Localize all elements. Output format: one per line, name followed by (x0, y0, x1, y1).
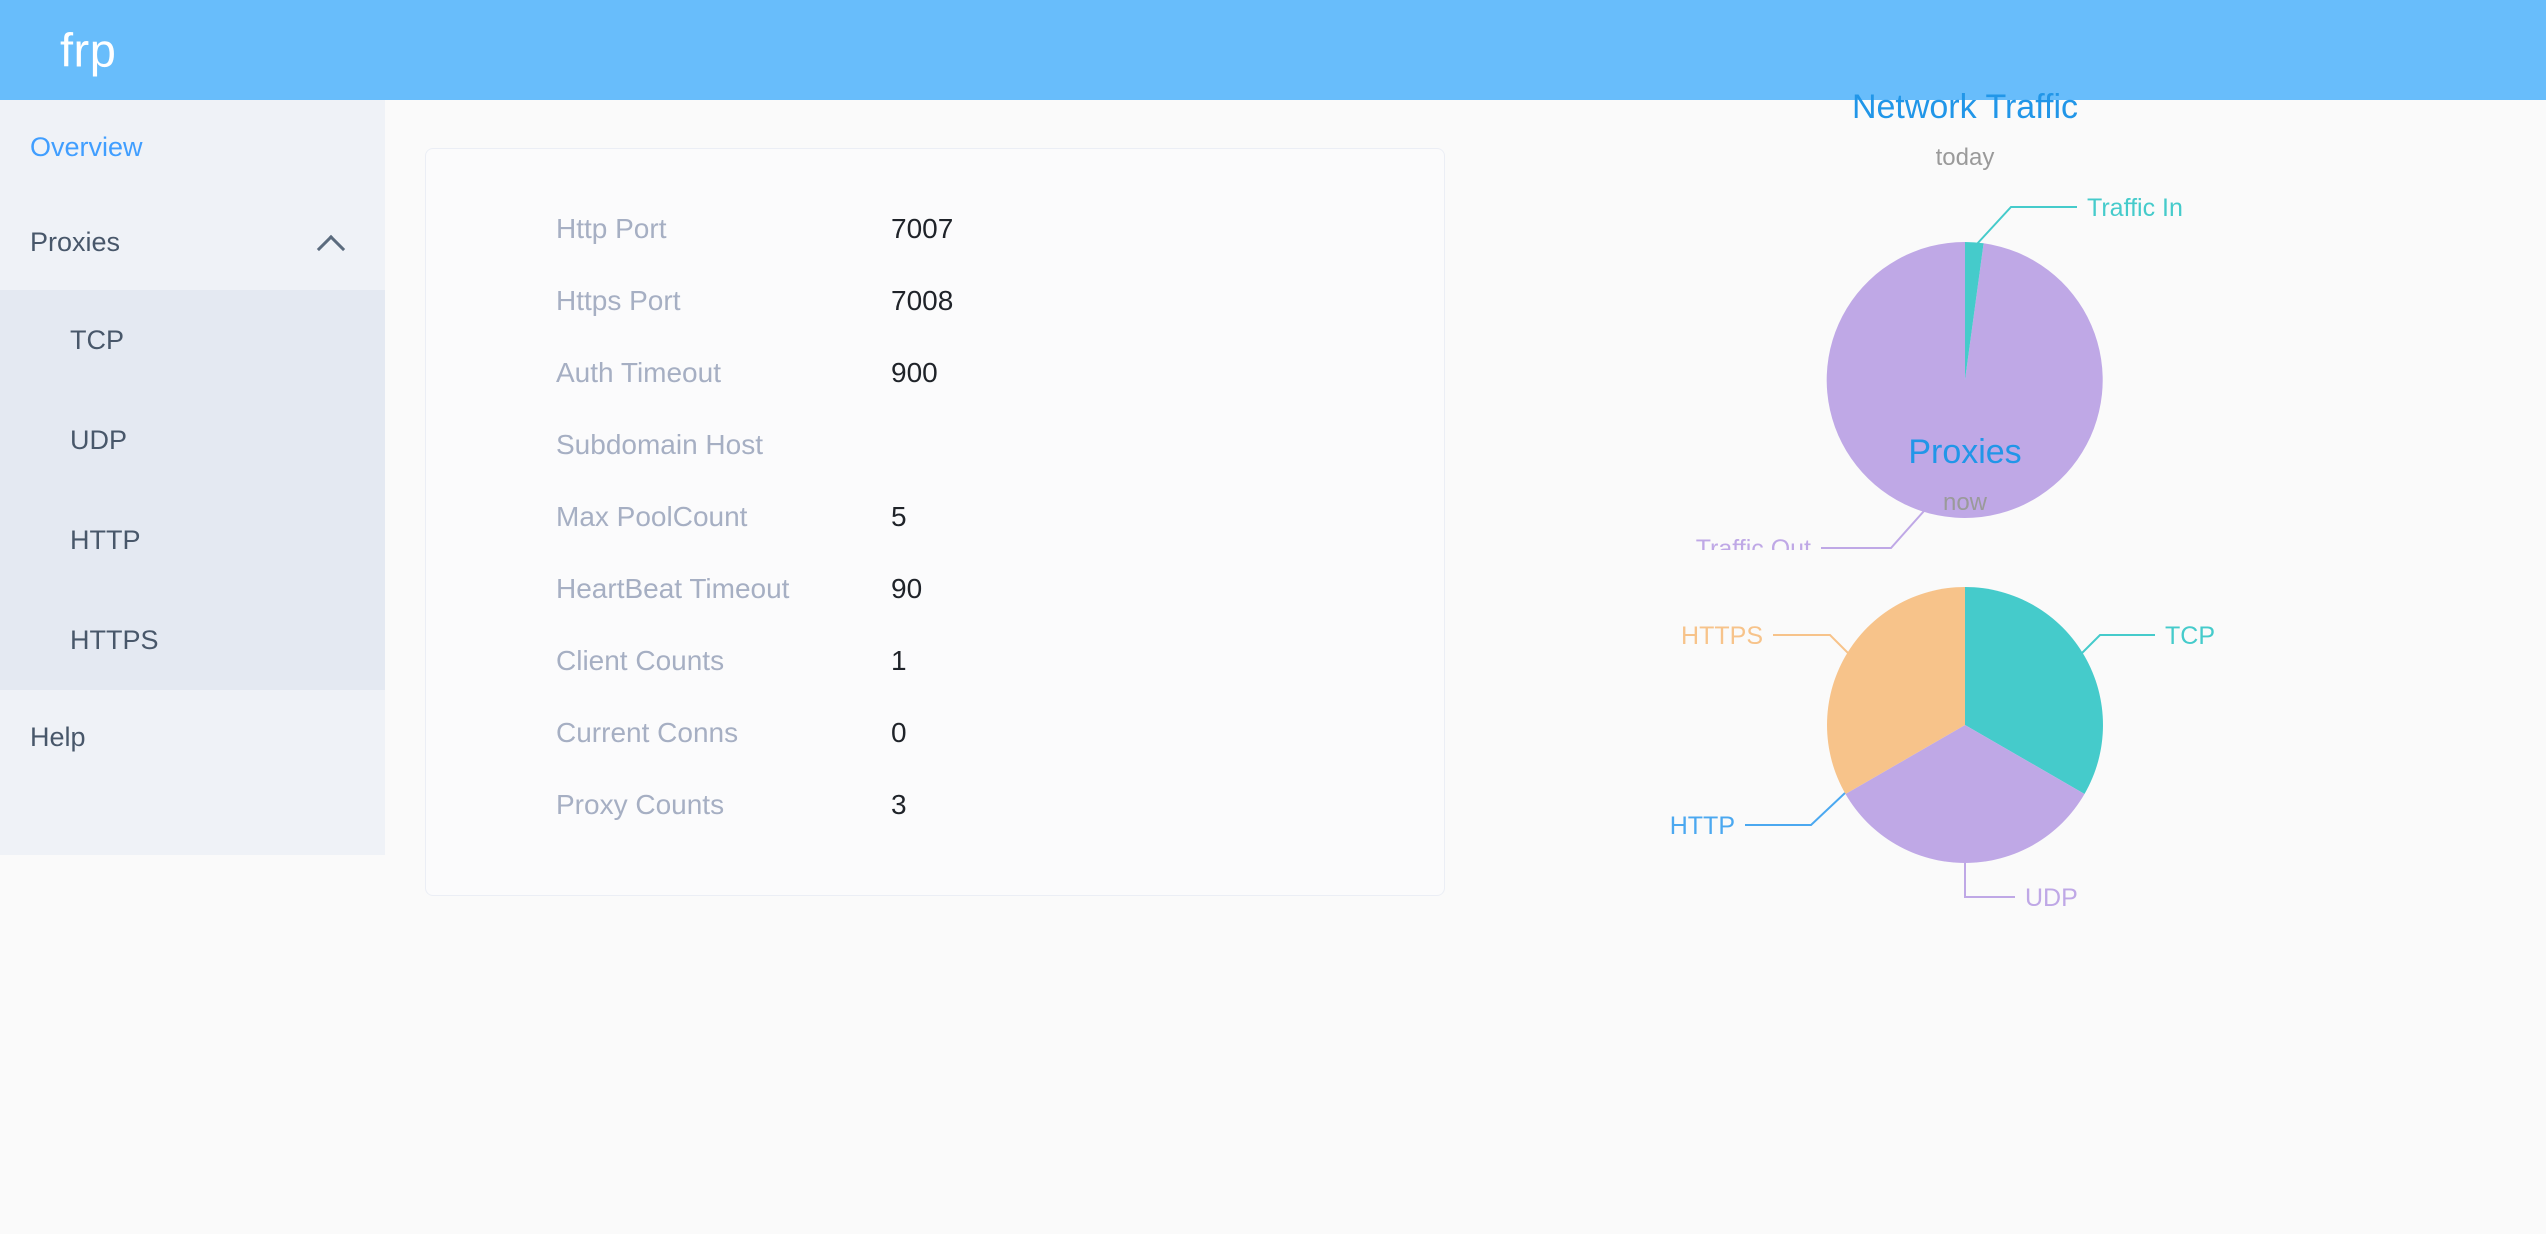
https-label: HTTPS (1681, 622, 1763, 650)
slice-tcp[interactable] (1965, 587, 2103, 794)
info-label: Proxy Counts (556, 789, 725, 820)
app-header: frp (0, 0, 2546, 100)
app-title: frp (60, 23, 117, 77)
info-value: 900 (891, 357, 938, 388)
network-traffic-svg: Traffic In Traffic Out (1696, 194, 2183, 563)
slice-udp[interactable] (1845, 725, 2085, 863)
main-content: Http Port 7007 Https Port 7008 Auth Time… (385, 90, 2546, 1234)
slice-traffic-in[interactable] (1965, 242, 1984, 380)
info-row-subdomain-host: Subdomain Host (426, 409, 1444, 481)
traffic-out-leader-line (1821, 510, 1925, 549)
https-leader-line (1773, 634, 1861, 666)
info-row-proxy-counts: Proxy Counts 3 (426, 769, 1444, 841)
info-label: Auth Timeout (556, 357, 721, 388)
network-traffic-chart: Network Traffic today Traffic In Traffic… (1595, 88, 2335, 563)
http-leader-line (1745, 792, 1846, 826)
traffic-in-label: Traffic In (2087, 194, 2183, 222)
sidebar-item-udp-label: UDP (70, 424, 128, 455)
info-label: Http Port (556, 213, 667, 244)
info-label: Max PoolCount (556, 501, 748, 532)
proxies-chart-subtitle: now (1942, 489, 1988, 516)
http-label: HTTP (1670, 812, 1735, 840)
traffic-in-leader-line (1975, 206, 2077, 246)
info-row-heartbeat-timeout: HeartBeat Timeout 90 (426, 553, 1444, 625)
info-row-auth-timeout: Auth Timeout 900 (426, 337, 1444, 409)
sidebar-item-https[interactable]: HTTPS (0, 590, 385, 690)
info-row-current-conns: Current Conns 0 (426, 697, 1444, 769)
info-value: 5 (891, 501, 907, 532)
sidebar: Overview Proxies TCP UDP HTTP HTTPS Help (0, 100, 385, 855)
sidebar-item-overview[interactable]: Overview (0, 100, 385, 195)
proxies-chart: Proxies now TCP HTTPS HTTP (1595, 435, 2335, 950)
server-info-list: Http Port 7007 Https Port 7008 Auth Time… (426, 193, 1444, 841)
sidebar-submenu-proxies: TCP UDP HTTP HTTPS (0, 290, 385, 690)
sidebar-item-http-label: HTTP (70, 524, 141, 555)
network-traffic-subtitle: today (1935, 144, 1995, 171)
info-value: 90 (891, 573, 923, 604)
slice-traffic-out[interactable] (1826, 241, 2103, 518)
info-row-max-poolcount: Max PoolCount 5 (426, 481, 1444, 553)
udp-label: UDP (2025, 884, 2078, 912)
info-value: 7007 (891, 213, 954, 244)
slice-https[interactable] (1827, 587, 1965, 794)
sidebar-item-proxies[interactable]: Proxies (0, 195, 385, 290)
info-label: Current Conns (556, 717, 739, 748)
tcp-label: TCP (2165, 622, 2215, 650)
info-row-https-port: Https Port 7008 (426, 265, 1444, 337)
info-value: 3 (891, 789, 907, 820)
network-traffic-title: Network Traffic (1851, 88, 2079, 126)
server-info-card: Http Port 7007 Https Port 7008 Auth Time… (425, 148, 1445, 896)
sidebar-item-help-label: Help (30, 722, 86, 752)
proxies-chart-title: Proxies (1908, 433, 2022, 471)
sidebar-item-https-label: HTTPS (70, 624, 159, 655)
chevron-up-icon[interactable] (315, 226, 349, 260)
sidebar-item-http[interactable]: HTTP (0, 490, 385, 590)
info-value: 0 (891, 717, 907, 748)
sidebar-item-overview-label: Overview (30, 132, 143, 162)
udp-leader-line (1964, 863, 2015, 898)
network-traffic-plot: Traffic In Traffic Out (1595, 180, 2335, 563)
info-label: Https Port (556, 285, 681, 316)
info-label: HeartBeat Timeout (556, 573, 790, 604)
info-label: Client Counts (556, 645, 725, 676)
sidebar-item-help[interactable]: Help (0, 690, 385, 785)
info-value: 7008 (891, 285, 954, 316)
proxies-plot: TCP HTTPS HTTP UDP (1595, 525, 2335, 950)
sidebar-item-tcp-label: TCP (70, 324, 124, 355)
info-row-http-port: Http Port 7007 (426, 193, 1444, 265)
sidebar-item-udp[interactable]: UDP (0, 390, 385, 490)
sidebar-item-proxies-label: Proxies (30, 227, 121, 257)
tcp-leader-line (2069, 634, 2155, 666)
info-row-client-counts: Client Counts 1 (426, 625, 1444, 697)
info-label: Subdomain Host (556, 429, 764, 460)
sidebar-item-tcp[interactable]: TCP (0, 290, 385, 390)
proxies-svg: TCP HTTPS HTTP UDP (1670, 587, 2215, 912)
info-value: 1 (891, 645, 907, 676)
